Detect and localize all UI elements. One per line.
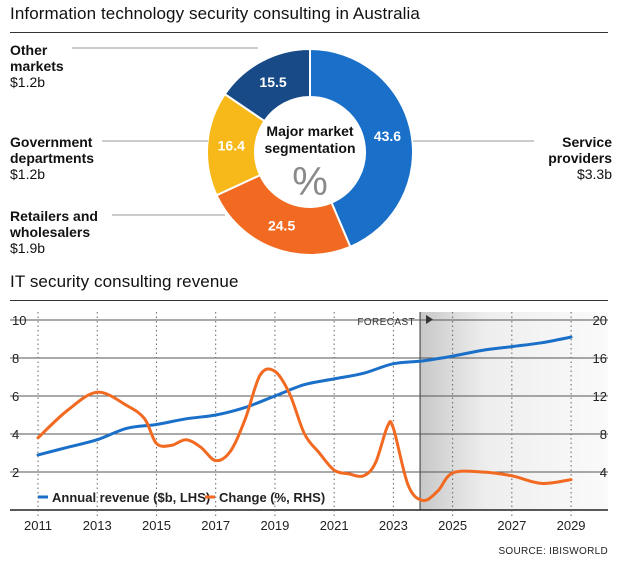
y-right-tick-label: 8 [600, 427, 607, 442]
donut-slice [309, 47, 414, 249]
label-retailers-wholesalers: Retailers and wholesalers $1.9b [10, 208, 115, 256]
label-amount: $1.2b [10, 74, 46, 90]
donut-slice [223, 47, 311, 123]
label-amount: $3.3b [576, 166, 612, 182]
line-chart-title: IT security consulting revenue [10, 272, 239, 291]
title-rule [10, 32, 608, 33]
change-line [36, 367, 573, 503]
label-name: Government departments [10, 134, 95, 166]
slice-value-label: 16.4 [218, 138, 245, 154]
donut-chart: 43.6 24.5 16.4 15.5 Major marketsegmentation… [72, 47, 534, 256]
donut-slice [215, 173, 352, 256]
legend-label: Change (%, RHS) [219, 490, 325, 505]
slice-value-label: 43.6 [374, 128, 401, 144]
y-right-tick-label: 4 [600, 465, 607, 480]
label-amount: $1.2b [10, 166, 46, 182]
y-right-tick-label: 12 [593, 389, 607, 404]
forecast-region [420, 312, 608, 510]
x-tick-label: 2019 [260, 518, 289, 533]
source-note: SOURCE: IBISWORLD [498, 546, 608, 557]
x-tick-label: 2015 [142, 518, 171, 533]
label-government-departments: Government departments $1.2b [10, 134, 110, 182]
label-amount: $1.9b [10, 240, 46, 256]
y-left-tick-label: 6 [12, 389, 19, 404]
center-unit: % [292, 160, 328, 204]
y-left-tick-label: 2 [12, 465, 19, 480]
title-rule [10, 300, 608, 301]
label-name: Service providers [548, 134, 612, 166]
label-name: Retailers and wholesalers [10, 208, 98, 240]
legend-label: Annual revenue ($b, LHS) [52, 490, 210, 505]
y-right-tick-label: 20 [593, 313, 607, 328]
x-tick-label: 2017 [201, 518, 230, 533]
label-other-markets: Other markets $1.2b [10, 42, 80, 90]
x-tick-label: 2011 [24, 518, 52, 533]
y-left-tick-label: 4 [12, 427, 19, 442]
x-tick-label: 2029 [557, 518, 586, 533]
annual-revenue-line [36, 335, 573, 457]
x-tick-label: 2021 [320, 518, 349, 533]
slice-value-label: 15.5 [259, 74, 286, 90]
x-tick-label: 2025 [438, 518, 467, 533]
center-label: Major market [266, 123, 353, 139]
forecast-label: FORECAST [357, 317, 415, 328]
label-service-providers: Service providers $3.3b [540, 134, 612, 182]
x-tick-label: 2023 [379, 518, 408, 533]
y-left-tick-label: 10 [12, 313, 26, 328]
donut-title: Information technology security consulti… [10, 4, 420, 23]
forecast-arrow-icon [426, 315, 434, 324]
y-left-tick-label: 8 [12, 351, 19, 366]
x-tick-label: 2013 [83, 518, 112, 533]
x-tick-label: 2027 [497, 518, 526, 533]
label-name: Other markets [10, 42, 64, 74]
center-label: segmentation [264, 140, 355, 156]
y-right-tick-label: 16 [593, 351, 607, 366]
slice-value-label: 24.5 [268, 218, 295, 234]
